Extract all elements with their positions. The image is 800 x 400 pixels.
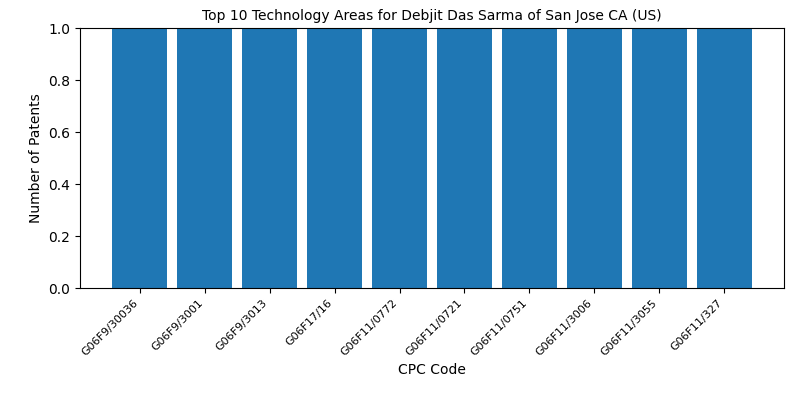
Bar — [437, 28, 492, 288]
Title: Top 10 Technology Areas for Debjit Das Sarma of San Jose CA (US): Top 10 Technology Areas for Debjit Das S… — [202, 9, 662, 23]
Bar — [112, 28, 167, 288]
Bar — [372, 28, 427, 288]
Bar — [177, 28, 232, 288]
Bar — [567, 28, 622, 288]
Bar — [632, 28, 687, 288]
Y-axis label: Number of Patents: Number of Patents — [29, 93, 42, 223]
Bar — [307, 28, 362, 288]
X-axis label: CPC Code: CPC Code — [398, 364, 466, 378]
Bar — [242, 28, 297, 288]
Bar — [502, 28, 557, 288]
Bar — [697, 28, 752, 288]
